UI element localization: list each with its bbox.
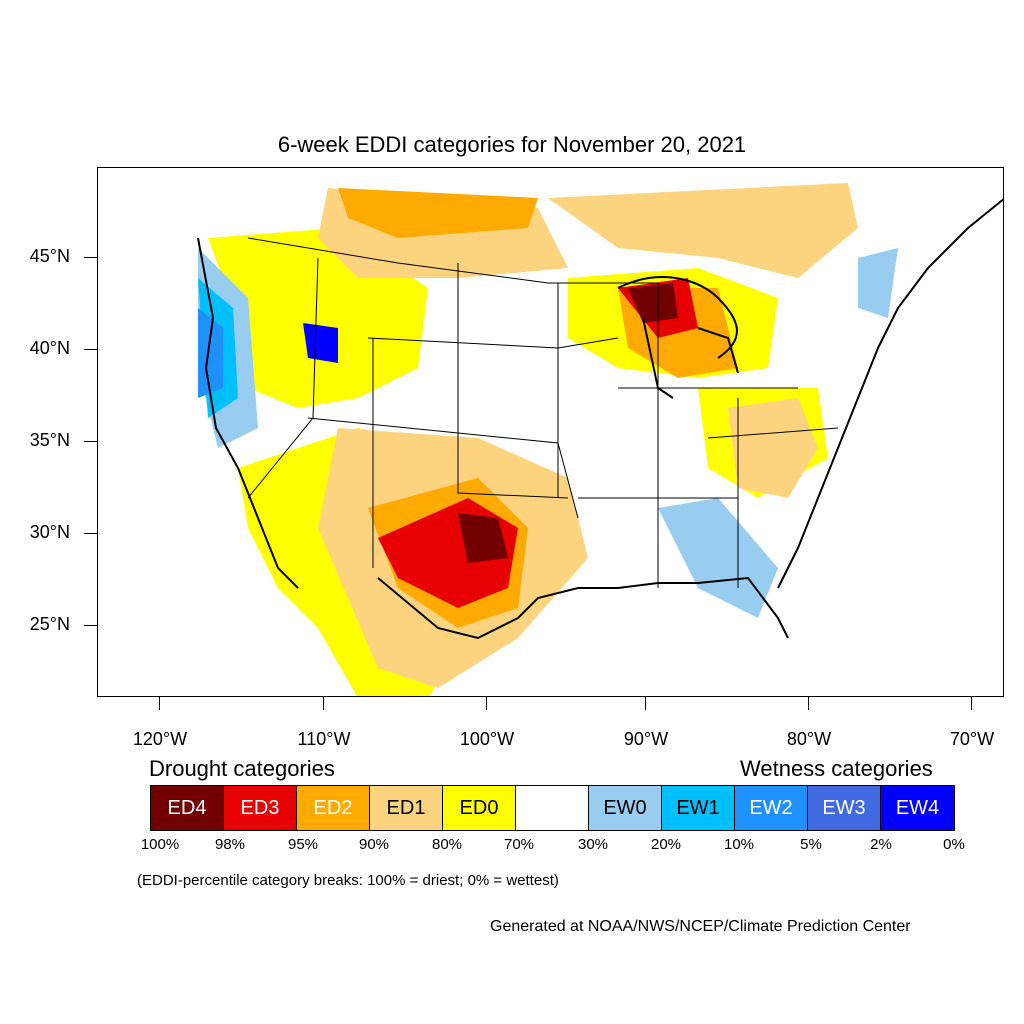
break-label: 90% bbox=[358, 836, 390, 853]
break-label: 70% bbox=[503, 836, 535, 853]
state-boundaries bbox=[247, 237, 839, 588]
ew2-region-pacific bbox=[198, 308, 223, 398]
legend-swatch-ed4: ED4 bbox=[151, 786, 224, 830]
drought-heading: Drought categories bbox=[149, 756, 335, 781]
lon-tick bbox=[159, 697, 160, 710]
legend-swatch-neutral bbox=[516, 786, 589, 830]
break-label: 10% bbox=[723, 836, 755, 853]
ed4-region-lakes bbox=[628, 283, 678, 323]
lat-tick bbox=[84, 257, 97, 258]
legend-swatch-ew0: EW0 bbox=[589, 786, 662, 830]
lat-label: 25°N bbox=[29, 614, 70, 634]
map-canvas bbox=[197, 168, 1003, 696]
legend-swatch-ed2: ED2 bbox=[297, 786, 370, 830]
lat-tick bbox=[84, 533, 97, 534]
legend-swatch-ew2: EW2 bbox=[735, 786, 808, 830]
ed1-region-southeast bbox=[728, 398, 818, 498]
lon-tick bbox=[645, 697, 646, 710]
break-label: 98% bbox=[214, 836, 246, 853]
legend-swatch-ew4: EW4 bbox=[881, 786, 954, 830]
legend-swatch-ew3: EW3 bbox=[808, 786, 881, 830]
break-label: 30% bbox=[577, 836, 609, 853]
category-note: (EDDI-percentile category breaks: 100% =… bbox=[137, 872, 559, 889]
ed2-region-north bbox=[338, 188, 538, 238]
lat-tick bbox=[84, 349, 97, 350]
lon-tick bbox=[323, 697, 324, 710]
lat-label: 45°N bbox=[29, 246, 70, 266]
ed4-region-texas bbox=[458, 513, 508, 563]
ew-region-southeast bbox=[658, 498, 778, 618]
lon-label: 100°W bbox=[459, 729, 515, 749]
break-label: 80% bbox=[431, 836, 463, 853]
lat-tick bbox=[84, 625, 97, 626]
break-label: 0% bbox=[943, 836, 965, 853]
lon-tick bbox=[971, 697, 972, 710]
break-label: 100% bbox=[140, 836, 180, 853]
lat-label: 40°N bbox=[29, 338, 70, 358]
lon-label: 110°W bbox=[297, 729, 351, 749]
break-label: 2% bbox=[870, 836, 892, 853]
legend-swatch-ed3: ED3 bbox=[224, 786, 297, 830]
break-label: 95% bbox=[287, 836, 319, 853]
lon-label: 120°W bbox=[132, 729, 188, 749]
lon-label: 90°W bbox=[623, 729, 669, 749]
lat-label: 35°N bbox=[29, 430, 70, 450]
ew4-region-idaho bbox=[303, 323, 338, 363]
lat-label: 30°N bbox=[29, 522, 70, 542]
legend-swatch-ed1: ED1 bbox=[370, 786, 443, 830]
legend-swatch-ew1: EW1 bbox=[662, 786, 735, 830]
legend-swatch-ed0: ED0 bbox=[443, 786, 516, 830]
lon-label: 70°W bbox=[949, 729, 995, 749]
map-title: 6-week EDDI categories for November 20, … bbox=[277, 132, 747, 157]
lon-tick bbox=[808, 697, 809, 710]
ew-region-newengland bbox=[858, 248, 898, 318]
wetness-heading: Wetness categories bbox=[740, 756, 933, 781]
ed1-region-northeast bbox=[548, 183, 858, 278]
category-legend: ED4 ED3 ED2 ED1 ED0 EW0 EW1 EW2 EW3 EW4 bbox=[150, 785, 955, 831]
break-label: 5% bbox=[800, 836, 822, 853]
lat-tick bbox=[84, 441, 97, 442]
credit-line: Generated at NOAA/NWS/NCEP/Climate Predi… bbox=[490, 918, 911, 935]
break-label: 20% bbox=[650, 836, 682, 853]
lon-label: 80°W bbox=[786, 729, 832, 749]
lon-tick bbox=[486, 697, 487, 710]
eddi-map bbox=[97, 167, 1004, 697]
coastlines bbox=[197, 198, 1003, 640]
